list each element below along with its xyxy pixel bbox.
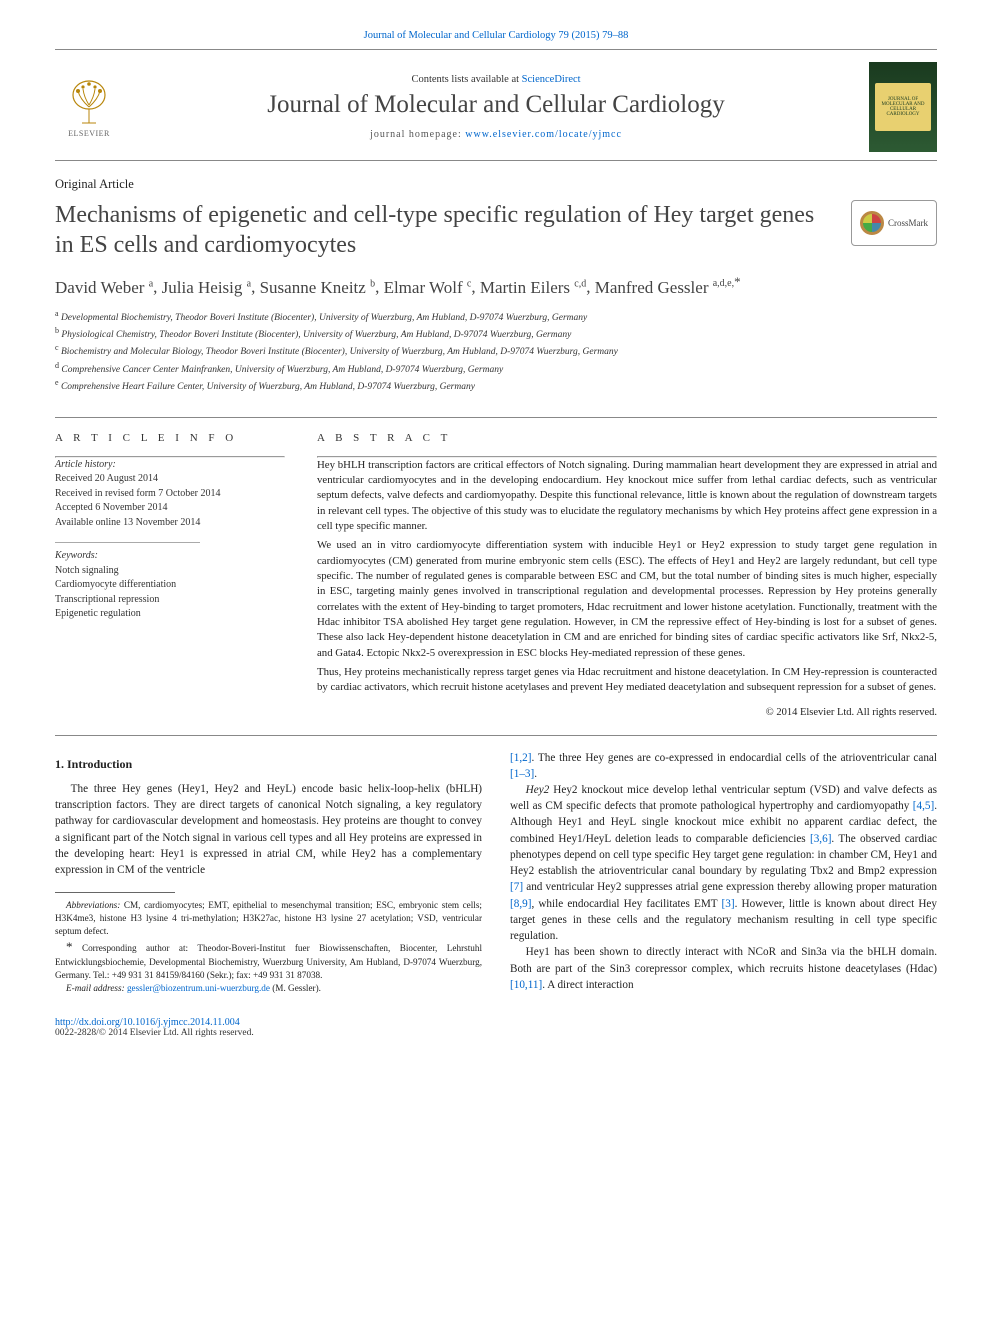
body-p: [1,2]. The three Hey genes are co-expres…	[510, 750, 937, 782]
abstract-p: Thus, Hey proteins mechanistically repre…	[317, 665, 937, 696]
rule	[55, 160, 937, 161]
author: Martin Eilers c,d	[480, 278, 586, 297]
footnote-rule	[55, 892, 175, 893]
author: Elmar Wolf c	[384, 278, 472, 297]
affiliation: c Biochemistry and Molecular Biology, Th…	[55, 342, 937, 359]
keyword: Epigenetic regulation	[55, 607, 285, 622]
affiliations: a Developmental Biochemistry, Theodor Bo…	[55, 308, 937, 395]
affiliation: b Physiological Chemistry, Theodor Bover…	[55, 325, 937, 342]
history-item: Available online 13 November 2014	[55, 516, 285, 531]
section-heading: 1. Introduction	[55, 756, 482, 773]
affiliation: a Developmental Biochemistry, Theodor Bo…	[55, 308, 937, 325]
journal-homepage-link[interactable]: www.elsevier.com/locate/yjmcc	[465, 129, 622, 140]
affiliation: d Comprehensive Cancer Center Mainfranke…	[55, 360, 937, 377]
author: David Weber a	[55, 278, 153, 297]
corresponding-footnote: * Corresponding author at: Theodor-Bover…	[55, 938, 482, 982]
keyword: Transcriptional repression	[55, 593, 285, 608]
body-p: Hey2 Hey2 knockout mice develop lethal v…	[510, 782, 937, 944]
masthead-center: Contents lists available at ScienceDirec…	[123, 74, 869, 140]
affiliation: e Comprehensive Heart Failure Center, Un…	[55, 377, 937, 394]
keyword: Cardiomyocyte differentiation	[55, 578, 285, 593]
abstract-p: Hey bHLH transcription factors are criti…	[317, 458, 937, 535]
article-info-head: A R T I C L E I N F O	[55, 432, 285, 444]
abbreviations-footnote: Abbreviations: CM, cardiomyocytes; EMT, …	[55, 899, 482, 938]
history-item: Received 20 August 2014	[55, 472, 285, 487]
abstract-head: A B S T R A C T	[317, 432, 937, 444]
rule	[55, 49, 937, 50]
elsevier-label: ELSEVIER	[68, 129, 110, 138]
author: Manfred Gessler a,d,e,*	[595, 278, 741, 297]
crossmark-icon	[860, 211, 884, 235]
ref-link[interactable]: [7]	[510, 881, 523, 893]
body-p: The three Hey genes (Hey1, Hey2 and HeyL…	[55, 781, 482, 878]
abstract-p: We used an in vitro cardiomyocyte differ…	[317, 538, 937, 661]
author: Susanne Kneitz b	[260, 278, 375, 297]
corresponding-star-icon: *	[734, 274, 741, 289]
footnotes: Abbreviations: CM, cardiomyocytes; EMT, …	[55, 899, 482, 994]
article-title: Mechanisms of epigenetic and cell-type s…	[55, 200, 831, 260]
ref-link[interactable]: [3,6]	[810, 833, 831, 845]
article-type: Original Article	[55, 177, 937, 192]
sciencedirect-link[interactable]: ScienceDirect	[522, 74, 581, 85]
contents-line: Contents lists available at ScienceDirec…	[123, 74, 869, 85]
journal-issue-link[interactable]: Journal of Molecular and Cellular Cardio…	[55, 30, 937, 41]
journal-name: Journal of Molecular and Cellular Cardio…	[123, 91, 869, 119]
abstract-copyright: © 2014 Elsevier Ltd. All rights reserved…	[317, 706, 937, 721]
history-item: Accepted 6 November 2014	[55, 501, 285, 516]
journal-cover-thumb: JOURNAL OF MOLECULAR AND CELLULAR CARDIO…	[869, 62, 937, 152]
ref-link[interactable]: [8,9]	[510, 898, 531, 910]
homepage-line: journal homepage: www.elsevier.com/locat…	[123, 129, 869, 140]
ref-link[interactable]: [1–3]	[510, 768, 534, 780]
rule	[55, 542, 200, 543]
body-p: Hey1 has been shown to directly interact…	[510, 944, 937, 993]
ref-link[interactable]: [3]	[722, 898, 735, 910]
elsevier-tree-icon	[64, 77, 114, 127]
masthead: ELSEVIER Contents lists available at Sci…	[55, 54, 937, 156]
doi-link[interactable]: http://dx.doi.org/10.1016/j.yjmcc.2014.1…	[55, 1017, 937, 1028]
ref-link[interactable]: [1,2]	[510, 752, 531, 764]
elsevier-logo: ELSEVIER	[55, 69, 123, 145]
abstract: A B S T R A C T Hey bHLH transcription f…	[317, 432, 937, 721]
keywords-label: Keywords:	[55, 549, 285, 564]
authors-line: David Weber a, Julia Heisig a, Susanne K…	[55, 274, 937, 298]
ref-link[interactable]: [4,5]	[913, 800, 934, 812]
email-link[interactable]: gessler@biozentrum.uni-wuerzburg.de	[127, 983, 270, 993]
ref-link[interactable]: [10,11]	[510, 979, 542, 991]
body-text: 1. Introduction The three Hey genes (Hey…	[55, 750, 937, 995]
issn-copyright: 0022-2828/© 2014 Elsevier Ltd. All right…	[55, 1028, 937, 1038]
history-label: Article history:	[55, 458, 285, 473]
keyword: Notch signaling	[55, 564, 285, 579]
history-item: Received in revised form 7 October 2014	[55, 487, 285, 502]
email-footnote: E-mail address: gessler@biozentrum.uni-w…	[55, 982, 482, 995]
crossmark-badge[interactable]: CrossMark	[851, 200, 937, 246]
article-info: A R T I C L E I N F O Article history: R…	[55, 432, 285, 721]
author: Julia Heisig a	[162, 278, 251, 297]
